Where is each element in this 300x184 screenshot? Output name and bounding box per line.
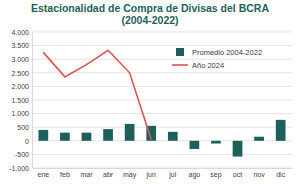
x-tick: ene xyxy=(37,168,49,178)
y-tick-label: 4.000 xyxy=(11,29,29,36)
x-tick-label: ago xyxy=(189,171,201,179)
x-tick-label: ene xyxy=(37,171,49,178)
y-tick: -1.000 xyxy=(9,165,32,172)
x-tick-label: mar xyxy=(80,171,93,178)
y-axis: -1.000 -500 0 500 1.000 1.500 2.000 2.500 3.000 3… xyxy=(9,29,32,172)
x-tick: abr xyxy=(103,168,114,178)
x-axis-line xyxy=(33,168,293,169)
grid-line xyxy=(32,45,292,46)
y-tick-label: -500 xyxy=(15,151,29,158)
legend-swatch xyxy=(172,64,188,66)
x-tick: mar xyxy=(80,168,93,178)
y-axis-line xyxy=(32,33,33,169)
x-tick: feb xyxy=(60,168,70,178)
bar xyxy=(211,141,221,144)
x-tick-label: dic xyxy=(276,171,285,178)
bar xyxy=(168,132,178,141)
y-tick: 4.000 xyxy=(11,29,32,36)
bar xyxy=(125,124,135,141)
bar xyxy=(254,137,264,141)
y-tick-label: -1.000 xyxy=(9,165,29,172)
grid-line xyxy=(32,154,292,155)
x-tick-label: jul xyxy=(168,171,176,179)
y-tick-label: 2.500 xyxy=(11,70,29,77)
x-tick-label: oct xyxy=(233,171,242,178)
y-tick-label: 3.500 xyxy=(11,42,29,49)
grid-line xyxy=(32,140,292,141)
y-tick: 3.000 xyxy=(11,56,32,63)
x-tick: sep xyxy=(210,168,221,179)
legend-label: Promedio 2004-2022 xyxy=(192,48,262,57)
x-tick-label: nov xyxy=(253,171,265,178)
y-tick: -500 xyxy=(15,151,32,158)
y-tick-label: 2.000 xyxy=(11,83,29,90)
x-tick: oct xyxy=(233,168,242,178)
y-tick-label: 3.000 xyxy=(11,56,29,63)
legend-item: Año 2024 xyxy=(172,61,224,70)
bar xyxy=(82,133,92,141)
bar xyxy=(38,130,48,141)
y-tick: 500 xyxy=(17,124,32,131)
y-tick-label: 0 xyxy=(25,138,29,145)
legend: Promedio 2004-2022 Año 2024 xyxy=(172,48,262,70)
x-tick-label: sep xyxy=(210,171,221,179)
legend-label: Año 2024 xyxy=(192,61,224,70)
x-tick-label: may xyxy=(123,171,137,179)
bar xyxy=(190,141,200,149)
grid-line xyxy=(32,168,292,169)
grid-line xyxy=(32,86,292,87)
y-tick: 0 xyxy=(25,138,32,145)
bar xyxy=(60,133,70,141)
y-tick-label: 1.500 xyxy=(11,97,29,104)
chart: Estacionalidad de Compra de Divisas del … xyxy=(0,0,300,184)
y-tick-label: 500 xyxy=(17,124,29,131)
y-tick: 2.500 xyxy=(11,70,32,77)
y-tick: 1.500 xyxy=(11,97,32,104)
x-tick: jun xyxy=(146,168,156,179)
bar xyxy=(276,120,286,141)
x-tick-label: feb xyxy=(60,171,70,178)
grid-line xyxy=(32,127,292,128)
bar xyxy=(103,129,113,141)
x-tick: nov xyxy=(253,168,265,178)
legend-swatch xyxy=(176,48,184,56)
subtitle: (2004-2022) xyxy=(121,14,178,26)
y-tick: 1.000 xyxy=(11,110,32,117)
bar xyxy=(233,141,243,157)
marks xyxy=(38,50,285,156)
y-tick: 3.500 xyxy=(11,42,32,49)
x-tick: may xyxy=(123,168,137,179)
x-tick: dic xyxy=(276,168,285,178)
grid-line xyxy=(32,100,292,101)
grid-line xyxy=(32,113,292,114)
x-tick: ago xyxy=(189,168,201,179)
x-tick: jul xyxy=(168,168,176,179)
x-tick-label: jun xyxy=(146,171,156,179)
grid-line xyxy=(32,32,292,33)
legend-item: Promedio 2004-2022 xyxy=(176,48,262,57)
grid xyxy=(32,32,292,168)
plot: -1.000 -500 0 500 1.000 1.500 2.000 2.500 3.000 3… xyxy=(9,29,292,179)
x-axis: ene feb mar abr may jun jul ago sep oct nov dic xyxy=(33,168,293,179)
y-tick: 2.000 xyxy=(11,83,32,90)
grid-line xyxy=(32,59,292,60)
x-tick-label: abr xyxy=(103,171,114,178)
title: Estacionalidad de Compra de Divisas del … xyxy=(31,2,269,14)
y-tick-label: 1.000 xyxy=(11,110,29,117)
line xyxy=(43,50,151,139)
